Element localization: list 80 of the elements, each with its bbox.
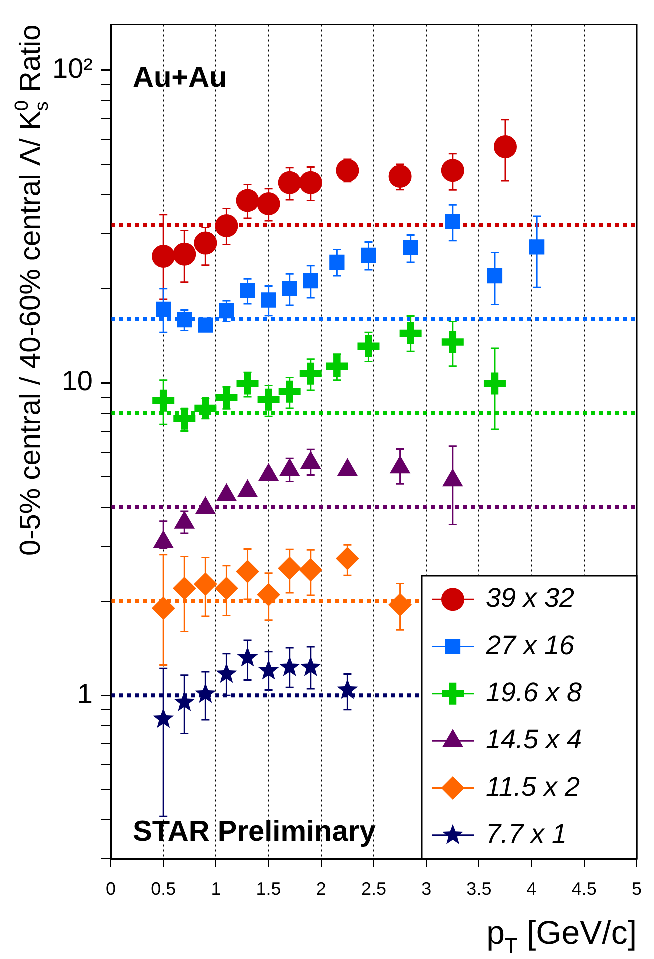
point [441,159,464,182]
point [278,171,302,194]
point [258,388,280,411]
x-tick-label: 0 [106,878,116,899]
point [216,663,238,684]
point [326,355,348,378]
legend-label: 27 x 16 [484,630,576,660]
y-tick-label: 10² [52,53,93,84]
point [388,164,412,188]
x-tick-label: 0.5 [151,878,176,899]
x-tick-label: 4.5 [572,878,597,899]
point [215,214,238,238]
point [529,240,545,255]
point [487,268,503,284]
point [400,322,422,345]
point [236,189,260,212]
legend-label: 11.5 x 2 [486,772,580,802]
point [442,331,464,354]
point [194,572,218,596]
point [358,335,380,358]
point [299,558,322,582]
y-axis-title: 0-5% central / 40-60% central Λ/ K0s Ratio [12,24,54,556]
point [278,557,302,580]
point [173,242,196,266]
point [152,244,176,268]
point [194,397,217,420]
y-tick-label: 10 [62,366,93,397]
point [336,159,360,182]
point [173,577,196,600]
x-tick-label: 3.5 [466,878,492,899]
point [152,390,175,412]
x-tick-label: 2.5 [361,878,387,899]
x-tick-label: 3 [422,878,432,899]
x-tick-label: 4 [526,878,537,899]
point [257,192,280,216]
point [216,386,238,409]
x-tick-label: 1.5 [256,878,282,899]
y-tick-label: 1 [77,678,93,710]
x-tick-label: 2 [316,878,326,899]
point [403,240,418,256]
point [494,136,517,159]
point [388,593,412,616]
point [215,577,238,600]
point [258,660,280,680]
point [336,547,360,570]
legend-label: 14.5 x 4 [486,724,582,755]
point [279,656,300,676]
annotation: Au+Au [133,62,228,94]
point [445,214,460,230]
point [153,708,174,728]
legend-label: 39 x 32 [486,583,575,614]
x-tick-label: 5 [632,878,642,899]
point [194,232,218,255]
point [174,408,196,430]
point [177,312,192,328]
point [174,692,196,712]
point [240,283,256,299]
point [303,273,318,289]
point [152,596,176,620]
point [337,679,358,700]
point [300,656,322,676]
annotation: STAR Preliminary [133,816,376,848]
point [484,372,506,395]
point [236,372,259,395]
point [278,380,301,403]
point [198,318,214,333]
point [236,560,260,584]
point [330,254,345,270]
point [257,583,280,606]
point [361,248,376,263]
point [282,281,298,297]
point [261,292,276,308]
point [156,302,172,317]
point [299,171,322,194]
x-tick-label: 1 [211,878,222,899]
point [219,303,234,319]
point [195,683,216,704]
legend-label: 7.7 x 1 [486,818,568,849]
legend-label: 19.6 x 8 [486,677,582,708]
point [300,362,322,385]
